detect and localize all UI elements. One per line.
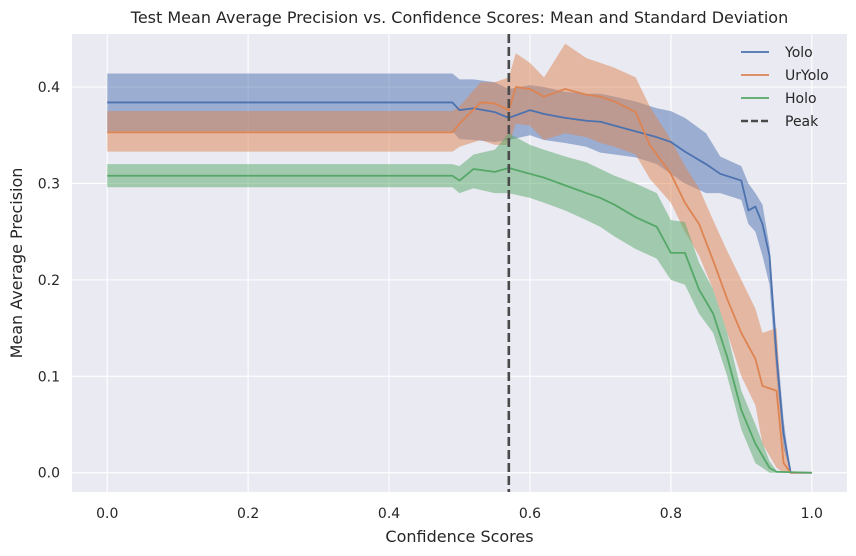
uryolo-std-band [107, 43, 812, 473]
legend-label-uryolo: UrYolo [785, 68, 829, 84]
holo-mean-line [107, 167, 812, 474]
mean-lines [107, 86, 812, 474]
x-ticks: 0.0 0.2 0.4 0.6 0.8 1.0 [96, 506, 823, 522]
x-tick-label: 0.4 [378, 506, 400, 522]
x-axis-label: Confidence Scores [385, 527, 533, 546]
x-tick-label: 1.0 [801, 506, 823, 522]
legend-label-yolo: Yolo [784, 45, 813, 61]
y-tick-label: 0.0 [38, 466, 60, 482]
y-ticks: 0.0 0.1 0.2 0.3 0.4 [38, 80, 60, 482]
y-tick-label: 0.1 [38, 369, 60, 385]
legend-label-peak: Peak [785, 114, 819, 130]
legend: Yolo UrYolo Holo Peak [741, 45, 829, 130]
x-tick-label: 0.2 [237, 506, 259, 522]
x-tick-label: 0.8 [660, 506, 682, 522]
yolo-mean-line [107, 101, 812, 474]
chart-title: Test Mean Average Precision vs. Confiden… [130, 8, 788, 27]
uryolo-mean-line [107, 86, 812, 474]
y-tick-label: 0.2 [38, 273, 60, 289]
legend-label-holo: Holo [785, 91, 817, 107]
y-tick-label: 0.3 [38, 176, 60, 192]
x-tick-label: 0.6 [519, 506, 541, 522]
y-tick-label: 0.4 [38, 80, 60, 96]
x-tick-label: 0.0 [96, 506, 118, 522]
y-axis-label: Mean Average Precision [7, 168, 26, 359]
